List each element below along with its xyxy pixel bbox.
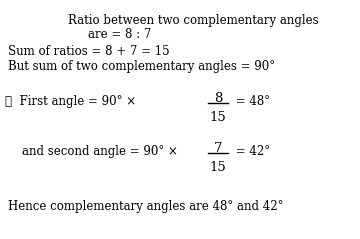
Text: = 42°: = 42° bbox=[232, 145, 270, 158]
Text: 15: 15 bbox=[210, 111, 226, 124]
Text: 7: 7 bbox=[214, 142, 222, 155]
Text: = 48°: = 48° bbox=[232, 95, 270, 108]
Text: are = 8 : 7: are = 8 : 7 bbox=[88, 28, 151, 41]
Text: But sum of two complementary angles = 90°: But sum of two complementary angles = 90… bbox=[8, 60, 275, 73]
Text: 15: 15 bbox=[210, 161, 226, 174]
Text: Ratio between two complementary angles: Ratio between two complementary angles bbox=[68, 14, 319, 27]
Text: Sum of ratios = 8 + 7 = 15: Sum of ratios = 8 + 7 = 15 bbox=[8, 45, 170, 58]
Text: 8: 8 bbox=[214, 92, 222, 105]
Text: Hence complementary angles are 48° and 42°: Hence complementary angles are 48° and 4… bbox=[8, 200, 284, 213]
Text: ∴  First angle = 90° ×: ∴ First angle = 90° × bbox=[5, 95, 140, 108]
Text: and second angle = 90° ×: and second angle = 90° × bbox=[22, 145, 182, 158]
